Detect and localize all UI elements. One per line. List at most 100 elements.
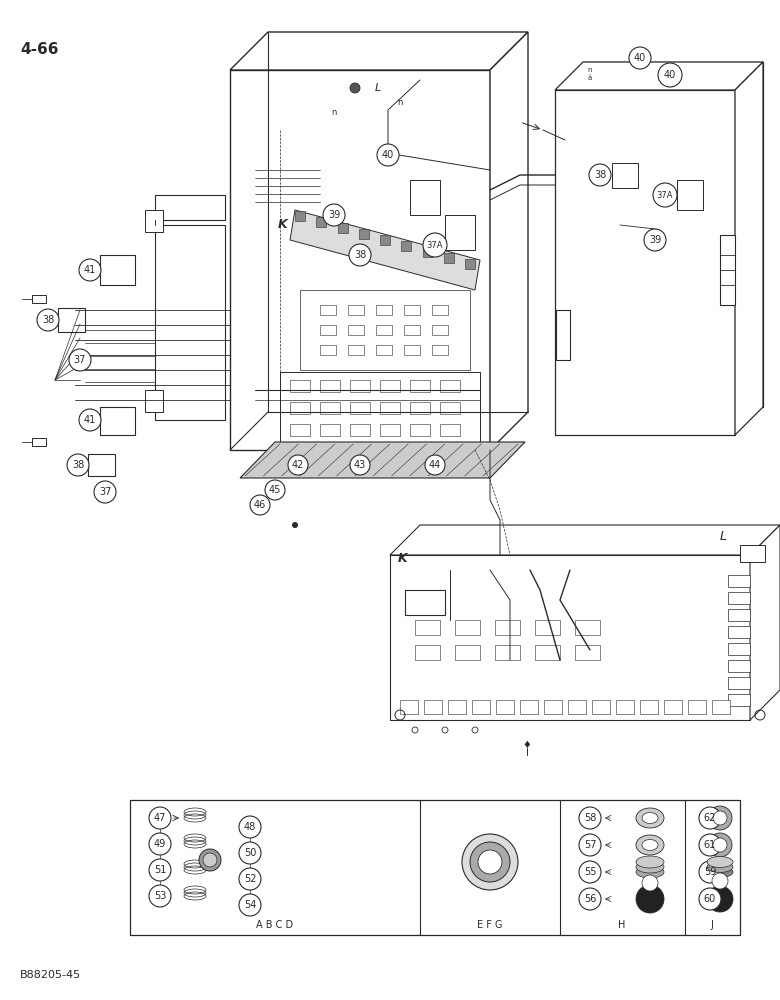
- Polygon shape: [410, 180, 440, 215]
- Circle shape: [708, 833, 732, 857]
- Ellipse shape: [707, 861, 733, 872]
- Circle shape: [470, 842, 510, 882]
- Bar: [568, 700, 586, 714]
- Text: 43: 43: [354, 460, 366, 470]
- Bar: [290, 402, 310, 414]
- Bar: [348, 345, 364, 355]
- Bar: [400, 700, 418, 714]
- Text: 39: 39: [328, 210, 340, 220]
- Circle shape: [67, 454, 89, 476]
- Bar: [728, 609, 750, 621]
- Bar: [380, 424, 400, 436]
- Text: 57: 57: [583, 840, 596, 850]
- Circle shape: [149, 807, 171, 829]
- Bar: [415, 645, 440, 660]
- Circle shape: [579, 807, 601, 829]
- Polygon shape: [445, 215, 475, 250]
- Bar: [472, 700, 490, 714]
- Text: n: n: [332, 108, 337, 117]
- Bar: [440, 402, 460, 414]
- Circle shape: [250, 495, 270, 515]
- Text: 40: 40: [382, 150, 394, 160]
- Text: 61: 61: [704, 840, 716, 850]
- Text: 38: 38: [72, 460, 84, 470]
- Bar: [728, 643, 750, 655]
- Text: E F G: E F G: [477, 920, 503, 930]
- Circle shape: [642, 875, 658, 891]
- Text: 59: 59: [704, 867, 716, 877]
- Text: 41: 41: [84, 265, 96, 275]
- Bar: [404, 305, 420, 315]
- Bar: [320, 424, 340, 436]
- Circle shape: [658, 63, 682, 87]
- Text: 40: 40: [634, 53, 646, 63]
- Bar: [316, 217, 326, 227]
- Text: n: n: [588, 67, 592, 73]
- Bar: [410, 402, 430, 414]
- Circle shape: [350, 83, 360, 93]
- Circle shape: [699, 888, 721, 910]
- Polygon shape: [390, 555, 750, 720]
- Polygon shape: [677, 180, 703, 210]
- Polygon shape: [240, 442, 525, 478]
- Polygon shape: [740, 545, 765, 562]
- Bar: [720, 235, 735, 305]
- Bar: [535, 620, 560, 635]
- Bar: [320, 305, 336, 315]
- Circle shape: [707, 886, 733, 912]
- Ellipse shape: [642, 840, 658, 850]
- Polygon shape: [405, 590, 445, 615]
- Circle shape: [708, 806, 732, 830]
- Text: A B C D: A B C D: [257, 920, 293, 930]
- Polygon shape: [290, 210, 480, 290]
- Bar: [535, 645, 560, 660]
- Bar: [350, 380, 370, 392]
- Text: 58: 58: [583, 813, 596, 823]
- Text: 47: 47: [154, 813, 166, 823]
- Text: 62: 62: [704, 813, 716, 823]
- Polygon shape: [100, 407, 135, 435]
- Bar: [664, 700, 682, 714]
- Bar: [544, 700, 562, 714]
- Polygon shape: [88, 454, 115, 476]
- Text: J: J: [711, 920, 714, 930]
- Circle shape: [579, 861, 601, 883]
- Bar: [320, 325, 336, 335]
- Bar: [320, 402, 340, 414]
- Text: L: L: [375, 83, 381, 93]
- Polygon shape: [155, 195, 225, 220]
- Bar: [688, 700, 706, 714]
- Circle shape: [713, 811, 727, 825]
- Bar: [320, 380, 340, 392]
- Bar: [350, 402, 370, 414]
- Text: 44: 44: [429, 460, 441, 470]
- Text: â: â: [588, 75, 592, 81]
- Text: 38: 38: [354, 250, 366, 260]
- Circle shape: [239, 894, 261, 916]
- Bar: [376, 345, 392, 355]
- Bar: [348, 305, 364, 315]
- Bar: [728, 592, 750, 604]
- Bar: [376, 305, 392, 315]
- Bar: [728, 677, 750, 689]
- Text: ♦: ♦: [523, 740, 531, 750]
- Bar: [145, 390, 163, 412]
- Circle shape: [653, 183, 677, 207]
- Polygon shape: [555, 90, 735, 435]
- Bar: [380, 402, 400, 414]
- Text: 37A: 37A: [427, 240, 443, 249]
- Polygon shape: [583, 62, 763, 407]
- Ellipse shape: [636, 856, 664, 868]
- Text: 48: 48: [244, 822, 256, 832]
- Circle shape: [37, 309, 59, 331]
- Circle shape: [239, 842, 261, 864]
- Circle shape: [423, 233, 447, 257]
- Bar: [728, 575, 750, 587]
- Bar: [616, 700, 634, 714]
- Text: 38: 38: [42, 315, 54, 325]
- Circle shape: [79, 259, 101, 281]
- Circle shape: [349, 244, 371, 266]
- Bar: [290, 380, 310, 392]
- Bar: [440, 380, 460, 392]
- Circle shape: [629, 47, 651, 69]
